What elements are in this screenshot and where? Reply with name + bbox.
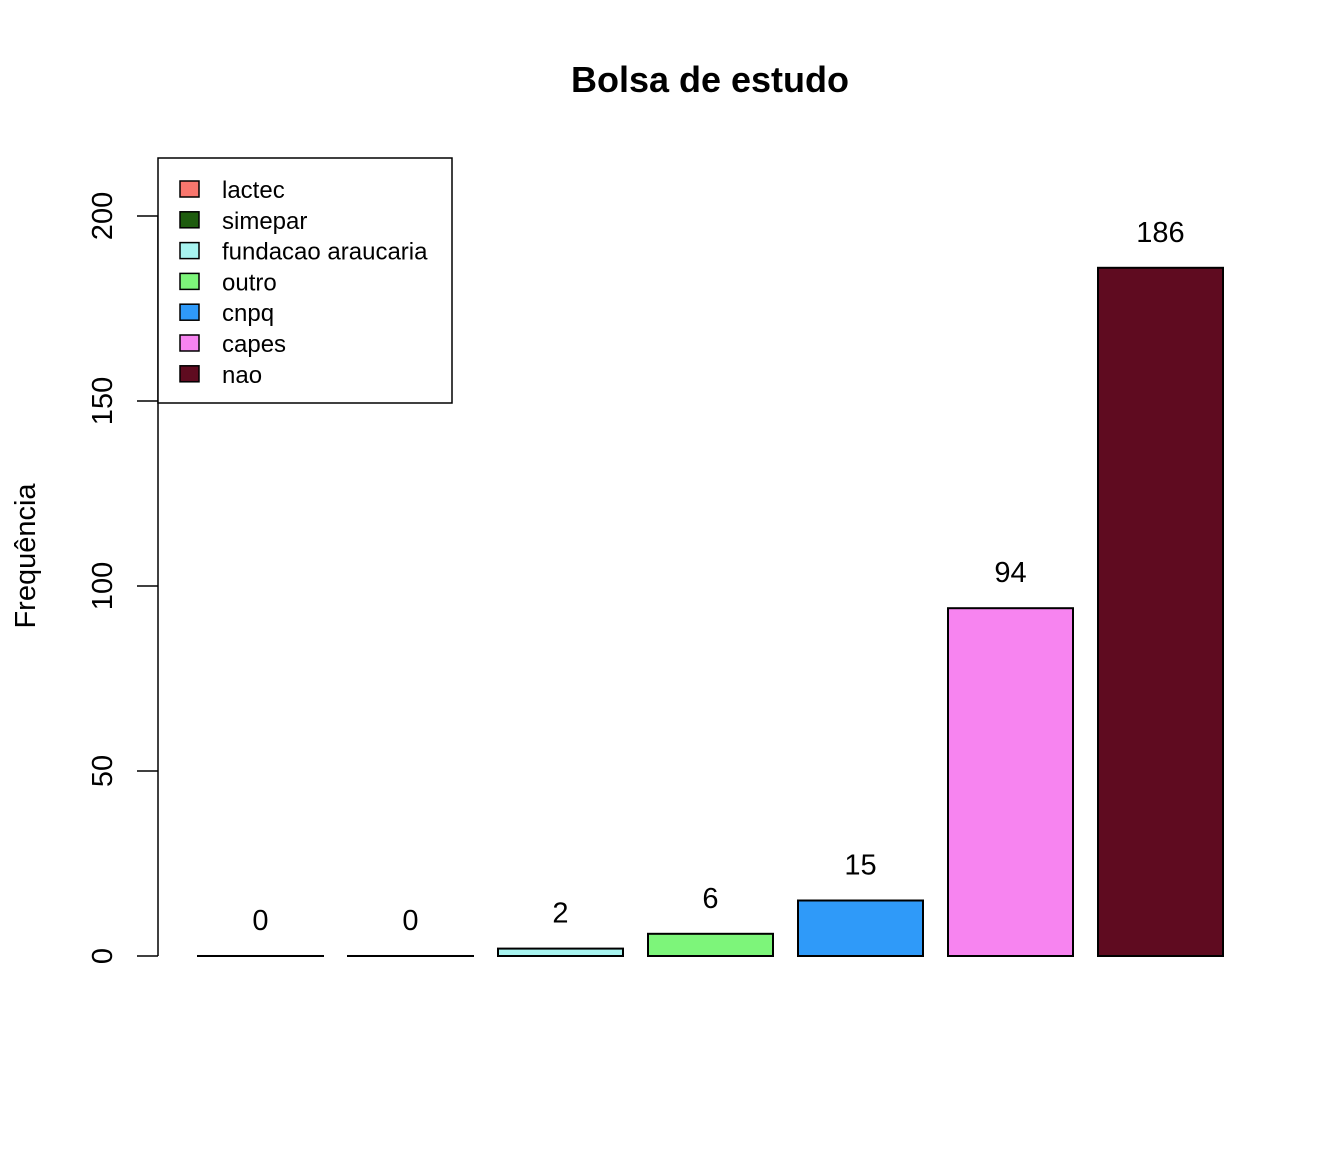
legend: lactec simepar fundacao araucaria outro cnpq… — [157, 157, 453, 404]
bar-outro — [647, 932, 774, 957]
data-label: 15 — [844, 850, 876, 882]
legend-entry: nao — [222, 362, 262, 389]
legend-entry: capes — [222, 331, 286, 358]
data-label: 186 — [1136, 217, 1184, 249]
legend-entry: outro — [222, 269, 277, 296]
data-labels: 0 0 2 6 15 94 186 — [252, 217, 1184, 937]
legend-swatch — [179, 241, 200, 260]
y-tick-label: 200 — [87, 192, 119, 240]
legend-swatch — [179, 334, 200, 352]
y-tick-label: 0 — [87, 948, 119, 964]
bars — [197, 266, 1224, 957]
bar-fundacao-araucaria — [497, 947, 624, 957]
bar-cnpq — [797, 899, 924, 957]
legend-swatch — [179, 272, 200, 291]
legend-swatch — [179, 303, 200, 321]
data-label: 94 — [994, 557, 1026, 589]
chart-title: Bolsa de estudo — [571, 59, 849, 100]
data-label: 0 — [402, 905, 418, 937]
legend-entry: cnpq — [222, 300, 274, 327]
bar-nao — [1097, 266, 1224, 957]
data-label: 0 — [252, 905, 268, 937]
y-tick-label: 50 — [87, 755, 119, 787]
y-axis: 0 50 100 150 200 — [87, 192, 159, 964]
y-tick-label: 150 — [87, 377, 119, 425]
y-axis-label: Frequência — [10, 483, 42, 629]
legend-swatch — [179, 211, 200, 229]
bar-capes — [947, 607, 1074, 957]
data-label: 6 — [702, 883, 718, 915]
y-tick-label: 100 — [87, 562, 119, 610]
legend-swatch — [179, 365, 200, 383]
legend-entry: lactec — [222, 177, 285, 204]
legend-entry: fundacao araucaria — [222, 239, 428, 266]
legend-box — [157, 157, 453, 404]
legend-entry: simepar — [222, 208, 307, 235]
legend-swatch — [179, 180, 200, 198]
data-label: 2 — [552, 898, 568, 930]
